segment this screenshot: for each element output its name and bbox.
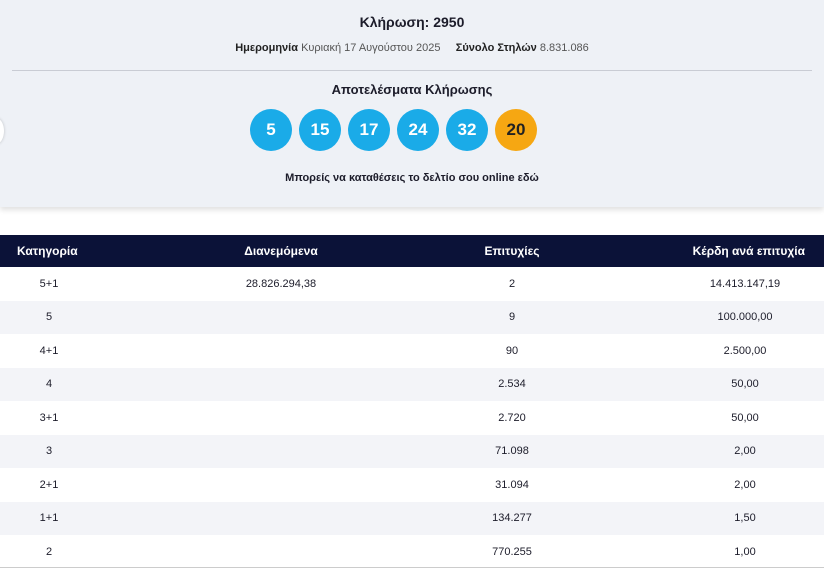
bonus-ball: 20 (495, 109, 537, 151)
cell-winners: 31.094 (495, 478, 529, 491)
cell-category: 4+1 (39, 344, 59, 357)
cell-prize: 50,00 (731, 378, 759, 391)
number-ball: 24 (397, 109, 439, 151)
table-row: 1+1 134.277 1,50 (0, 501, 824, 535)
cell-prize: 2.500,00 (723, 344, 767, 357)
cell-winners: 90 (505, 344, 519, 357)
cell-prize: 100.000,00 (717, 311, 773, 324)
cell-prize: 2,00 (734, 445, 756, 458)
draw-panel: Κλήρωση: 2950 Ημερομηνία Κυριακή 17 Αυγο… (0, 0, 824, 207)
draw-title: Κλήρωση: 2950 (359, 14, 465, 30)
number-ball: 5 (250, 109, 292, 151)
cell-winners: 770.255 (492, 545, 532, 558)
table-header: Κατηγορία Διανεμόμενα Επιτυχίες Κέρδη ανά ε… (0, 235, 824, 267)
table-row: 2+1 31.094 2,00 (0, 468, 824, 502)
date-label: Ημερομηνία (235, 42, 298, 54)
number-ball: 32 (446, 109, 488, 151)
table-row: 3 71.098 2,00 (0, 434, 824, 468)
column-header: Διανεμόμενα (244, 244, 318, 258)
table-row: 4+1 90 2.500,00 (0, 334, 824, 368)
cell-winners: 134.277 (492, 512, 532, 525)
columns: 8.831.086 (539, 42, 589, 54)
balls: 5 15 17 24 32 20 (250, 109, 537, 151)
cell-winners: 2.534 (498, 378, 526, 391)
table-row: 5+1 28.826.294,38 2 14.413.147,19 (0, 267, 824, 301)
table-row: 5 9 100.000,00 (0, 300, 824, 334)
cell-winners: 71.098 (495, 445, 529, 458)
table-row: 3+1 2.720 50,00 (0, 401, 824, 435)
divider (12, 70, 812, 71)
columns-label: Σύνολο Στηλών (455, 42, 537, 54)
cell-category: 3 (45, 445, 53, 458)
cell-category: 2+1 (39, 478, 59, 491)
cell-winners: 2 (508, 277, 516, 290)
cell-prize: 50,00 (731, 411, 759, 424)
draw-meta: Ημερομηνία Κυριακή 17 Αυγούστου 2025 Σύν… (0, 42, 824, 54)
cell-category: 4 (45, 378, 53, 391)
cell-winners: 2.720 (498, 411, 526, 424)
cell-prize: 1,50 (734, 512, 756, 525)
table-row: 4 2.534 50,00 (0, 367, 824, 401)
column-header: Κατηγορία (17, 244, 78, 258)
number-ball: 17 (348, 109, 390, 151)
cell-category: 5 (45, 311, 53, 324)
carousel-handle[interactable] (0, 118, 4, 144)
column-header: Κέρδη ανά επιτυχία (692, 244, 805, 258)
cell-category: 1+1 (39, 512, 59, 525)
cell-distributed: 28.826.294,38 (245, 277, 317, 290)
cell-category: 5+1 (39, 277, 59, 290)
results-title: Αποτελέσματα Κλήρωσης (331, 82, 493, 97)
table-bottom (0, 567, 824, 568)
cell-prize: 2,00 (734, 478, 756, 491)
online-note[interactable]: Μπορείς να καταθέσεις το δελτίο σου onli… (285, 172, 539, 184)
date: Κυριακή 17 Αυγούστου 2025 (301, 42, 441, 54)
cell-winners: 9 (508, 311, 516, 324)
cell-prize: 1,00 (734, 545, 756, 558)
cell-prize: 14.413.147,19 (709, 277, 781, 290)
table-row: 2 770.255 1,00 (0, 535, 824, 569)
cell-category: 3+1 (39, 411, 59, 424)
column-header: Επιτυχίες (484, 244, 540, 258)
number-ball: 15 (299, 109, 341, 151)
cell-category: 2 (45, 545, 53, 558)
